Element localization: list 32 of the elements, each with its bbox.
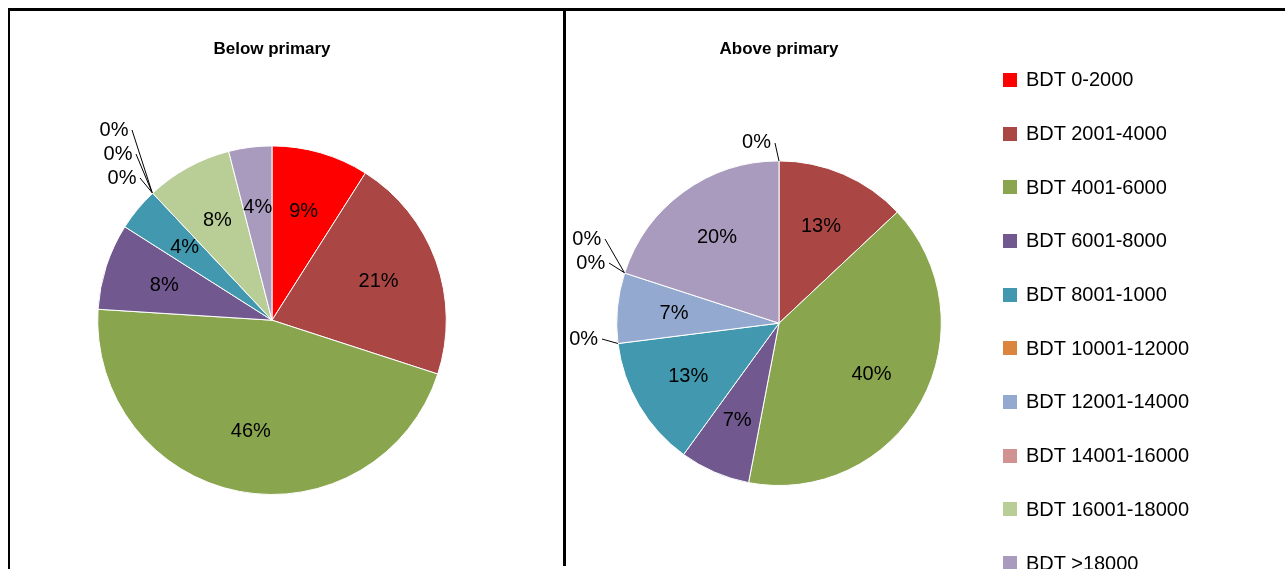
slice-label: Above primary: [719, 38, 840, 58]
text: 0%: [569, 326, 599, 349]
legend-label: BDT 16001-18000: [1026, 497, 1190, 521]
data-label: 7%: [659, 300, 689, 323]
legend-label: BDT 2001-4000: [1026, 122, 1167, 146]
data-label: 8%: [202, 208, 233, 231]
legend-label: BDT 0-2000: [1026, 68, 1134, 92]
data-label: 13%: [668, 364, 709, 387]
text: 0%: [742, 130, 771, 153]
text: 0%: [107, 165, 137, 188]
data-label: 4%: [243, 195, 273, 218]
text: 0%: [576, 250, 606, 273]
data-label: 21%: [358, 269, 399, 292]
legend-label: BDT 12001-14000: [1026, 390, 1190, 414]
data-label: 4%: [170, 235, 200, 258]
text: 0%: [99, 117, 129, 140]
data-label: 13%: [800, 213, 842, 236]
text: 0%: [572, 226, 602, 249]
data-label: 7%: [722, 407, 752, 430]
legend-label: BDT 8001-1000: [1026, 283, 1167, 307]
legend-label: BDT 10001-12000: [1026, 336, 1190, 360]
legend-label: BDT 6001-8000: [1026, 229, 1167, 253]
slice-label: Below primary: [213, 38, 332, 58]
data-label: 9%: [289, 198, 319, 221]
legend-label: BDT 14001-16000: [1026, 444, 1190, 468]
data-label: 20%: [696, 225, 738, 248]
data-label: 8%: [149, 272, 179, 295]
legend-label: BDT >18000: [1026, 551, 1139, 569]
data-label: 46%: [230, 419, 271, 441]
legend-label: BDT 4001-6000: [1026, 175, 1167, 199]
text: 0%: [103, 141, 133, 164]
data-label: 40%: [851, 361, 892, 384]
